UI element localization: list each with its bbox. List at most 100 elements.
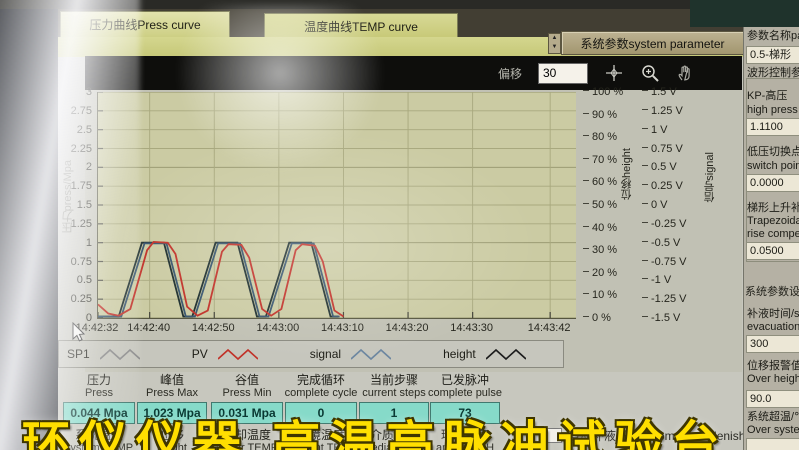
offset-input[interactable] [538, 62, 588, 84]
offset-label: 偏移 [497, 66, 522, 81]
x-axis-tick-label: 14:43:20 [385, 322, 429, 334]
crosshair-cursor-icon[interactable] [604, 63, 624, 83]
legend-item-signal[interactable]: signal [309, 347, 392, 361]
status-label2-cn: 冷却温度 [222, 428, 271, 442]
x-axis-tick-label: 14:43:00 [256, 322, 300, 334]
signal-axis-tick-label: -0.25 V [642, 218, 686, 230]
signal-axis-tick-label: 0.25 V [642, 180, 683, 192]
replenish-label: 自动补液开启Automatic replenish [568, 429, 746, 443]
status-label-cn: 谷值 [234, 373, 259, 387]
y-axis-tick-label: 1.5 [76, 199, 92, 211]
status-label2-en: chiller TEMP [215, 442, 279, 450]
status-label-cn: 峰值 [159, 373, 184, 387]
status-value: 0.031 Mpa [211, 402, 283, 424]
status-label2-en: height [157, 442, 187, 450]
height-axis-tick-label: 20 % [583, 267, 617, 279]
legend-item-height[interactable]: height [443, 347, 526, 361]
legend-line-swatch [351, 348, 392, 361]
status-column: 当前步骤 current steps 1 介质温度 media TEMP [359, 373, 429, 450]
field-label-cn: 梯形上升补 [747, 202, 799, 214]
height-axis-title: 位移height [621, 148, 633, 200]
watermark-caption: 环仪仪器 高温高脉冲试验台 [22, 418, 729, 450]
series-PV [98, 240, 344, 318]
status-label-cn: 完成循环 [296, 373, 345, 387]
status-label-en: Press Min [222, 387, 272, 399]
status-label2-cn: 介质温度 [369, 428, 418, 442]
x-axis-tick-label: 14:43:42 [527, 322, 571, 334]
height-axis-tick-label: 80 % [583, 131, 617, 143]
status-label-en: Press Max [146, 387, 198, 399]
y-axis-tick-label: 1 [85, 236, 92, 249]
zoom-icon[interactable] [640, 63, 660, 83]
status-label-en: complete pulse [428, 387, 502, 399]
system-parameter-button[interactable]: 系统参数system parameter [561, 31, 744, 55]
photo-background-corner [690, 0, 799, 27]
tab-temp-curve[interactable]: 温度曲线TEMP curve [264, 13, 458, 38]
legend-label: signal [309, 347, 342, 361]
height-axis-tick-label: 70 % [583, 154, 617, 166]
height-axis-tick-label: 40 % [583, 222, 617, 234]
status-label2-cn: 环境温度 [296, 428, 345, 442]
series-height [98, 241, 339, 318]
legend-label: PV [191, 347, 208, 361]
status-column: 完成循环 complete cycle 0 环境温度 ambient TEMP [284, 373, 358, 450]
status-label-en: Press [84, 387, 114, 399]
y-axis-tick-label: 2.25 [70, 142, 92, 155]
signal-axis-tick-label: 0.75 V [642, 143, 683, 155]
field-label-cn: 位移报警值/ [747, 360, 799, 372]
chart-toolbar: 偏移 [85, 56, 742, 90]
legend-line-swatch [217, 348, 258, 361]
status-label2-cn: 位移 [159, 428, 184, 442]
legend-line-swatch [99, 348, 140, 361]
legend-item-SP1[interactable]: SP1 [67, 347, 140, 361]
y-axis-tick-label: 1.25 [70, 217, 92, 230]
switch-point-input[interactable]: 0.0000 [746, 174, 799, 192]
rise-compensation-input[interactable]: 0.0500 [746, 242, 799, 260]
field-label-en: Over height [747, 373, 799, 385]
evacuation-time-input[interactable]: 300 [746, 335, 799, 353]
x-axis-tick-label: 14:43:10 [321, 322, 364, 334]
signal-axis-tick-label: -1.25 V [642, 293, 686, 305]
wave-group-label: 波形控制参 [747, 67, 799, 79]
legend-line-swatch [485, 348, 526, 361]
field-label-cn: 低压切换点 [747, 146, 799, 158]
kp-high-press-input[interactable]: 1.1100 [746, 118, 799, 136]
signal-axis-tick-label: 1.25 V [642, 105, 683, 117]
signal-axis-tick-label: -0.75 V [642, 256, 686, 268]
right-parameter-panel: 参数名称pa 0.5-梯形 波形控制参 KP-高压 high press 1.1100 低压… [743, 27, 799, 450]
status-label-cn: 当前步骤 [369, 373, 418, 387]
chart-plot-area[interactable] [97, 92, 576, 319]
status-label2-en: media TEMP [362, 442, 426, 450]
status-value: 0 [285, 402, 357, 424]
signal-axis-tick-label: 1 V [642, 124, 668, 136]
replenish-checkbox[interactable] [547, 428, 562, 443]
x-axis-tick-label: 14:43:30 [450, 322, 494, 334]
height-axis-tick-label: 50 % [583, 199, 617, 211]
tab-scroll-buttons[interactable]: ▲ ▼ [548, 33, 561, 54]
field-label-en: evacuation [747, 321, 799, 333]
pan-hand-icon[interactable] [676, 63, 696, 83]
signal-axis-tick-label: 1.5 V [642, 86, 677, 98]
field-label-en: Trapezoidal [747, 215, 799, 227]
chart-legend: SP1 PV signal height [58, 340, 564, 368]
x-axis-tick-label: 14:42:40 [127, 322, 171, 334]
over-height-input[interactable]: 90.0 [746, 390, 799, 408]
y-axis-tick-label: 3 [85, 86, 92, 98]
signal-axis-title: 信号signal [704, 152, 716, 203]
field-label-cn: 系统超温/℃ [747, 411, 799, 423]
param-select[interactable]: 0.5-梯形 [746, 46, 799, 64]
signal-axis-tick-label: -0.5 V [642, 237, 680, 249]
field-label-en: high press [747, 104, 798, 116]
height-axis-tick-label: 0 % [583, 312, 611, 324]
param-name-label: 参数名称pa [747, 30, 799, 42]
status-column: 谷值 Press Min 0.031 Mpa 冷却温度 chiller TEMP [211, 373, 283, 450]
status-value: 1.023 Mpa [137, 402, 207, 424]
status-label-en: complete cycle [284, 387, 358, 399]
tab-press-curve[interactable]: 压力曲线Press curve [60, 11, 230, 37]
legend-label: SP1 [67, 347, 90, 361]
height-axis-tick-label: 100 % [583, 86, 623, 98]
height-axis-tick-label: 90 % [583, 109, 617, 121]
legend-item-PV[interactable]: PV [192, 347, 258, 361]
over-temp-input[interactable] [746, 438, 799, 450]
